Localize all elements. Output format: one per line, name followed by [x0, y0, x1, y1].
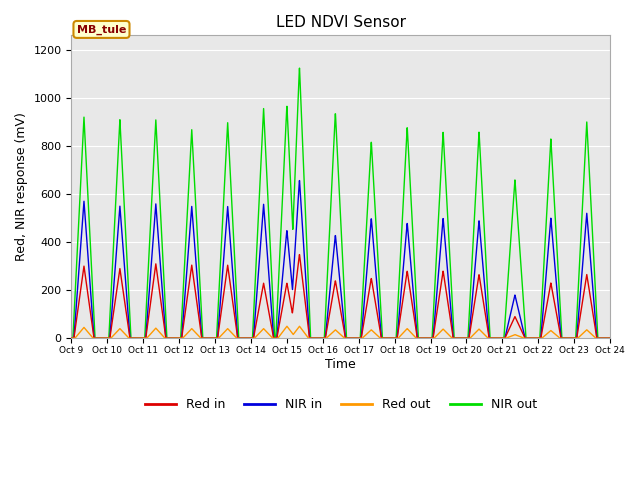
NIR out — [183, 219, 191, 225]
NIR out — [556, 284, 563, 290]
NIR out — [606, 336, 614, 341]
Red out — [183, 331, 191, 336]
NIR in — [556, 313, 563, 319]
NIR in — [403, 226, 410, 231]
X-axis label: Time: Time — [325, 358, 356, 371]
Legend: Red in, NIR in, Red out, NIR out: Red in, NIR in, Red out, NIR out — [140, 393, 542, 416]
Red in — [296, 252, 303, 257]
Title: LED NDVI Sensor: LED NDVI Sensor — [276, 15, 406, 30]
Red out — [218, 332, 226, 337]
NIR out — [394, 314, 401, 320]
Red out — [606, 336, 614, 341]
NIR out — [218, 232, 226, 238]
NIR in — [218, 279, 226, 285]
Red in — [394, 335, 401, 340]
NIR in — [394, 334, 401, 340]
Line: Red out: Red out — [72, 326, 610, 338]
Red out — [403, 326, 410, 332]
NIR out — [68, 336, 76, 341]
Red in — [68, 336, 76, 341]
Line: NIR out: NIR out — [72, 68, 610, 338]
Red out — [283, 324, 291, 329]
Text: MB_tule: MB_tule — [77, 24, 126, 35]
Red in — [218, 304, 226, 310]
Line: NIR in: NIR in — [72, 180, 610, 338]
NIR out — [403, 133, 410, 139]
NIR in — [296, 178, 303, 183]
NIR out — [296, 65, 303, 71]
Red in — [183, 298, 191, 303]
Line: Red in: Red in — [72, 254, 610, 338]
NIR in — [606, 336, 614, 341]
Red out — [556, 335, 563, 340]
Y-axis label: Red, NIR response (mV): Red, NIR response (mV) — [15, 112, 28, 261]
NIR in — [68, 336, 76, 341]
Red in — [606, 336, 614, 341]
Red in — [556, 325, 563, 331]
NIR in — [606, 336, 614, 341]
Red out — [68, 336, 76, 341]
NIR out — [606, 336, 614, 341]
Red out — [606, 336, 614, 341]
Red in — [606, 336, 614, 341]
Red in — [403, 271, 410, 277]
Red out — [394, 336, 401, 341]
NIR in — [183, 268, 191, 274]
